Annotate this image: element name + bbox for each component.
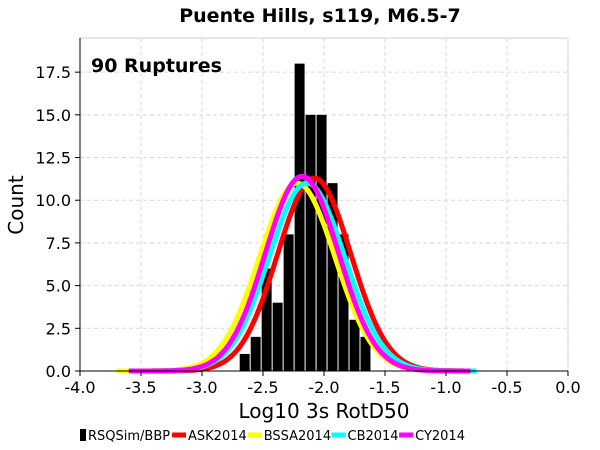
legend-label: ASK2014 xyxy=(188,429,247,444)
y-tick-label: 2.5 xyxy=(46,319,71,338)
histogram-bar xyxy=(316,114,327,371)
x-tick-label: -0.5 xyxy=(491,378,522,397)
x-tick-label: -3.5 xyxy=(125,378,156,397)
legend-label: RSQSim/BBP xyxy=(88,429,170,444)
histogram-bar xyxy=(327,183,338,371)
histogram-bar xyxy=(349,319,360,371)
histogram-bar xyxy=(261,268,272,371)
histogram-bar xyxy=(239,353,250,371)
y-ticks: 0.0 2.5 5.0 7.5 10.0 12.5 15.0 17.5 xyxy=(35,63,80,381)
y-tick-label: 12.5 xyxy=(35,149,71,168)
curve-cy2014 xyxy=(127,173,472,374)
histogram-bar xyxy=(360,336,371,371)
plot-area xyxy=(79,37,569,374)
x-tick-label: -4.0 xyxy=(64,378,95,397)
legend-label: BSSA2014 xyxy=(264,429,331,444)
x-tick-label: 0.0 xyxy=(555,378,580,397)
histogram-bar xyxy=(283,234,294,371)
x-axis-label: Log10 3s RotD50 xyxy=(239,399,410,423)
y-tick-label: 0.0 xyxy=(46,362,71,381)
legend-label: CY2014 xyxy=(415,429,465,444)
x-tick-label: -1.5 xyxy=(369,378,400,397)
legend-swatch xyxy=(80,429,86,441)
y-axis-label: Count xyxy=(4,175,28,235)
x-ticks: -4.0 -3.5 -3.0 -2.5 -2.0 -1.5 -1.0 -0.5 0.0 xyxy=(64,371,581,397)
histogram-bar xyxy=(250,336,261,371)
annotation-ruptures: 90 Ruptures xyxy=(91,55,222,77)
legend-label: CB2014 xyxy=(348,429,399,444)
legend: RSQSim/BBP ASK2014 BSSA2014 CB2014 CY2014 xyxy=(80,429,465,444)
y-tick-label: 17.5 xyxy=(35,63,71,82)
x-tick-label: -3.0 xyxy=(186,378,217,397)
histogram-bar xyxy=(294,63,305,371)
histogram-bar xyxy=(272,302,283,371)
histogram-bar xyxy=(338,234,349,371)
histogram-bars xyxy=(239,63,371,371)
chart-title: Puente Hills, s119, M6.5-7 xyxy=(179,5,461,27)
x-tick-label: -1.0 xyxy=(430,378,461,397)
y-tick-label: 5.0 xyxy=(46,277,71,296)
y-tick-label: 10.0 xyxy=(35,191,71,210)
y-tick-label: 15.0 xyxy=(35,106,71,125)
x-tick-label: -2.0 xyxy=(308,378,339,397)
x-tick-label: -2.5 xyxy=(247,378,278,397)
y-tick-label: 7.5 xyxy=(46,234,71,253)
histogram-bar xyxy=(305,114,316,371)
